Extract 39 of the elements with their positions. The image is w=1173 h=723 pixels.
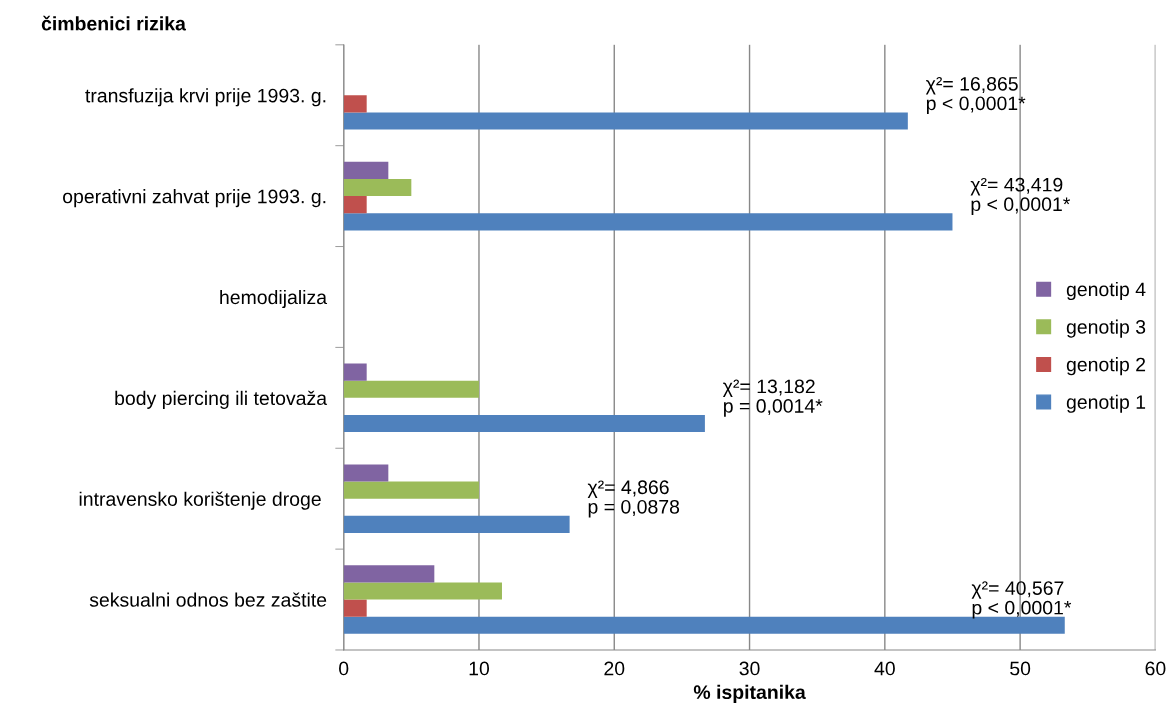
bar (343, 515, 570, 533)
x-tick-label: 60 (1145, 661, 1166, 676)
annotation: χ²= 40,567 p < 0,0001* (971, 581, 1072, 619)
legend-label: genotip 2 (1066, 357, 1146, 376)
y-tick-label: body piercing ili tetovaža (115, 390, 328, 409)
y-tick-label: operativni zahvat prije 1993. g. (63, 189, 326, 208)
bar (343, 363, 367, 381)
x-tick-label: 30 (739, 661, 760, 676)
bar (343, 464, 389, 482)
y-tick-label: transfuzija krvi prije 1993. g. (85, 88, 326, 107)
x-tick-label: 0 (339, 661, 349, 676)
y-axis-title: čimbenici rizika (41, 15, 186, 31)
bar (343, 196, 367, 214)
annotation: χ²= 43,419 p < 0,0001* (970, 177, 1071, 215)
bar (343, 481, 479, 499)
bar (343, 178, 412, 197)
legend-label: genotip 4 (1066, 281, 1146, 301)
x-tick-label: 50 (1010, 661, 1031, 676)
x-axis-title: % ispitanika (693, 684, 806, 703)
legend-label: genotip 1 (1066, 394, 1146, 413)
x-tick-label: 10 (469, 661, 490, 676)
y-tick-label: seksualni odnos bez zaštite (89, 592, 327, 607)
bar (343, 582, 502, 600)
bar (343, 599, 367, 617)
bar (343, 380, 479, 398)
legend-label: genotip 3 (1066, 319, 1146, 338)
y-tick-label: intravensko korištenje droge (79, 491, 321, 510)
bar (343, 414, 705, 433)
bar (343, 161, 389, 179)
annotation: χ²= 13,182 p = 0,0014* (722, 379, 823, 417)
bar (343, 565, 435, 583)
x-tick-label: 20 (604, 661, 625, 676)
bar (343, 95, 367, 113)
annotation: χ²= 16,865 p < 0,0001* (925, 76, 1026, 115)
bar (343, 213, 953, 231)
annotation: χ²= 4,866 p = 0,0878 (587, 480, 680, 518)
x-tick-label: 40 (874, 661, 895, 676)
bar (343, 112, 908, 130)
y-tick-label: hemodijaliza (220, 289, 328, 309)
